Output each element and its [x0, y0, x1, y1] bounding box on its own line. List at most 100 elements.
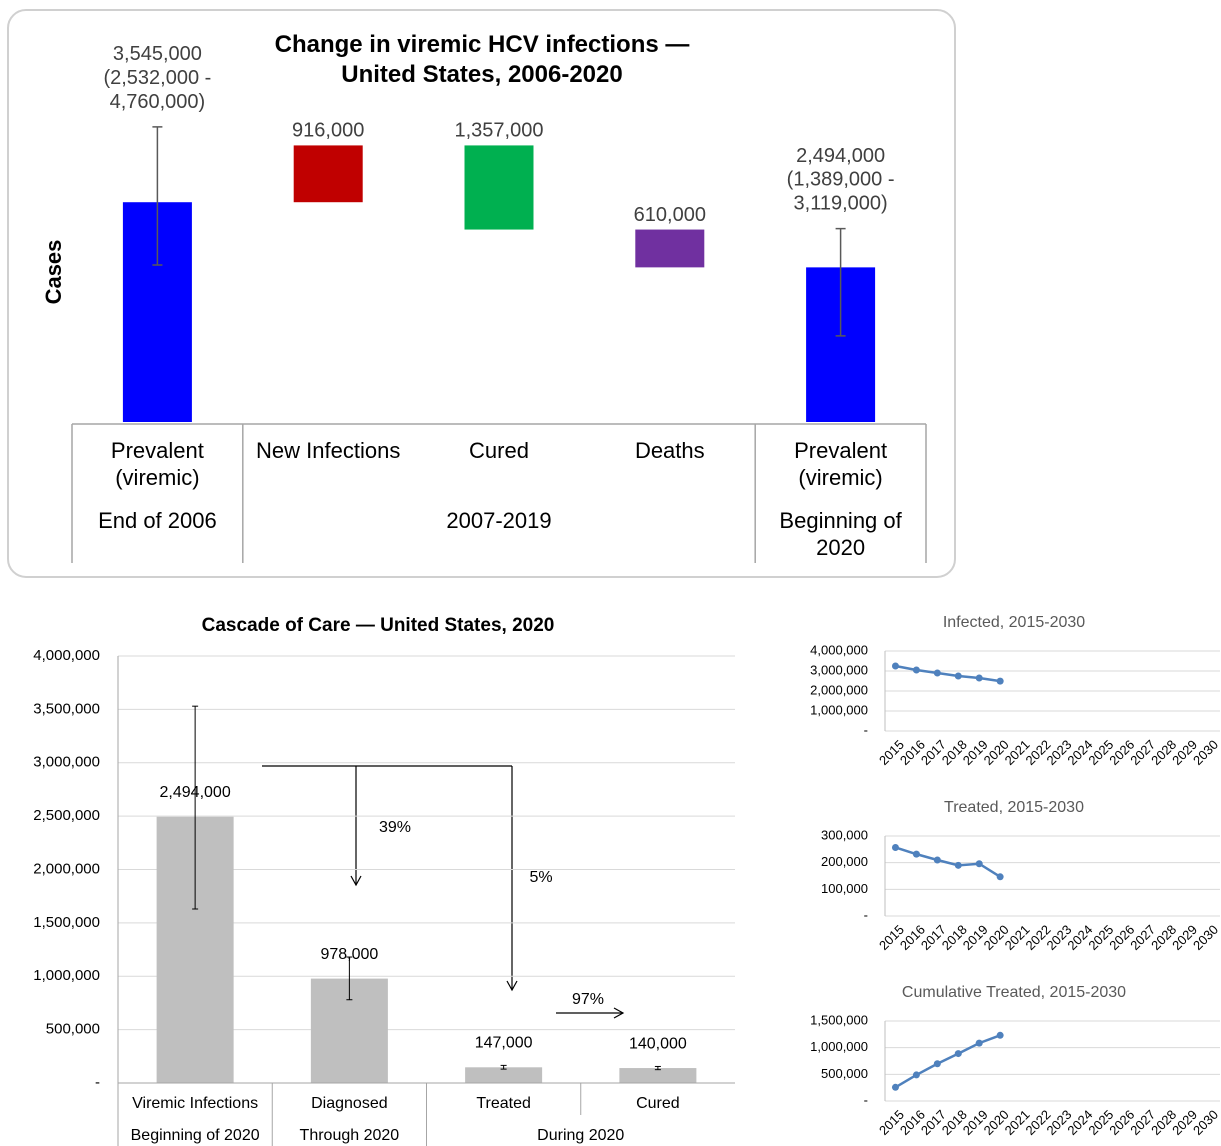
y-tick-label: 300,000	[821, 827, 868, 842]
line	[894, 1034, 1001, 1089]
point	[954, 1050, 962, 1058]
text-line: During 2020	[537, 1127, 624, 1144]
text-line: 2020	[816, 535, 865, 560]
category-label: Deaths	[635, 438, 705, 463]
text-line: Prevalent	[111, 438, 204, 463]
text-line: (viremic)	[115, 465, 199, 490]
point	[891, 843, 899, 851]
text-line: 2007-2019	[446, 508, 551, 533]
bar	[635, 229, 705, 268]
text-line: 3,119,000)	[794, 193, 888, 215]
y-tick-label: -	[864, 1092, 868, 1107]
y-tick-label: 4,000,000	[33, 647, 100, 664]
x-tick-label: 2030	[1190, 922, 1221, 953]
group-label: Beginning of 2020	[131, 1127, 260, 1144]
group-label: Beginning of 2020	[779, 508, 902, 560]
value-label: 610,000	[634, 204, 706, 226]
chart-title: Infected, 2015-2030	[943, 614, 1085, 631]
point	[891, 1083, 899, 1091]
value-label: 147,000	[475, 1035, 533, 1052]
y-tick-label: 2,500,000	[33, 807, 100, 824]
text-line: New Infections	[256, 438, 400, 463]
value-label: 140,000	[629, 1035, 687, 1052]
group-label: End of 2006	[98, 508, 217, 533]
point	[996, 1031, 1004, 1039]
y-tick-label: 100,000	[821, 881, 868, 896]
cascade-arrows	[262, 765, 625, 1019]
text-line: Beginning of 2020	[131, 1127, 260, 1144]
y-tick-label: 1,500,000	[810, 1012, 868, 1027]
value-label: 2,494,000	[160, 784, 231, 801]
value-label: 978,000	[320, 946, 378, 963]
chart-title: Change in viremic HCV infections — United…	[275, 31, 690, 88]
bar	[619, 1068, 697, 1083]
category-label: Cured	[636, 1095, 680, 1112]
category-label: Prevalent (viremic)	[111, 438, 204, 490]
category-label: Viremic Infections	[132, 1095, 258, 1112]
bar	[464, 145, 534, 230]
text-line: (1,389,000 -	[787, 169, 895, 191]
y-tick-label: -	[864, 907, 868, 922]
y-tick-label: 500,000	[821, 1066, 868, 1081]
text-line: End of 2006	[98, 508, 217, 533]
point	[996, 677, 1004, 685]
y-tick-label: 1,000,000	[810, 1039, 868, 1054]
point	[933, 669, 941, 677]
y-tick-label: 3,000,000	[810, 662, 868, 677]
point	[975, 860, 983, 868]
group-label: 2007-2019	[446, 508, 551, 533]
chart-title: Cascade of Care — United States, 2020	[202, 615, 555, 636]
bar	[465, 1067, 543, 1083]
text-line: Cured	[469, 438, 529, 463]
category-label: New Infections	[256, 438, 400, 463]
value-label: 1,357,000	[455, 120, 544, 142]
text-line: 4,760,000)	[110, 91, 206, 113]
point	[912, 850, 920, 858]
bar	[293, 145, 363, 203]
x-tick-label: 2030	[1190, 1107, 1221, 1138]
category-label: Diagnosed	[311, 1095, 388, 1112]
y-tick-label: 3,500,000	[33, 700, 100, 717]
point	[954, 861, 962, 869]
chart-title: Treated, 2015-2030	[944, 799, 1084, 816]
y-tick-label: 4,000,000	[810, 642, 868, 657]
text-line: Prevalent	[794, 438, 887, 463]
category-label: Cured	[469, 438, 529, 463]
line	[895, 846, 1001, 878]
y-tick-label: 1,000,000	[33, 967, 100, 984]
text-line: United States, 2006-2020	[341, 61, 622, 88]
category-label: Prevalent (viremic)	[794, 438, 887, 490]
panel-frame	[7, 9, 956, 578]
interval-label: (2,532,000 -4,760,000)	[103, 67, 211, 113]
y-axis-label: Cases	[41, 240, 66, 305]
point	[912, 1071, 920, 1079]
point	[933, 856, 941, 864]
y-tick-label: -	[95, 1074, 100, 1091]
point	[891, 662, 899, 670]
point	[912, 666, 920, 674]
point	[954, 672, 962, 680]
text-line: Beginning of	[779, 508, 902, 533]
value-label: 2,494,000	[796, 145, 885, 167]
chart-title: Cumulative Treated, 2015-2030	[902, 984, 1126, 1001]
annotation: 5%	[529, 869, 552, 886]
text-line: Through 2020	[300, 1127, 400, 1144]
text-line: Deaths	[635, 438, 705, 463]
text-line: Change in viremic HCV infections —	[275, 31, 690, 58]
y-tick-label: 2,000,000	[33, 860, 100, 877]
y-tick-label: 200,000	[821, 854, 868, 869]
point	[933, 1060, 941, 1068]
point	[996, 873, 1004, 881]
annotation: 39%	[379, 819, 411, 836]
interval-label: (1,389,000 -3,119,000)	[787, 169, 895, 215]
x-tick-label: 2030	[1190, 737, 1221, 768]
y-tick-label: 3,000,000	[33, 754, 100, 771]
y-tick-label: 500,000	[46, 1021, 100, 1038]
text-line: (2,532,000 -	[103, 67, 211, 89]
point	[975, 1039, 983, 1047]
y-tick-label: 1,000,000	[810, 702, 868, 717]
category-label: Treated	[476, 1095, 531, 1112]
group-label: During 2020	[537, 1127, 624, 1144]
annotation: 97%	[572, 991, 604, 1008]
